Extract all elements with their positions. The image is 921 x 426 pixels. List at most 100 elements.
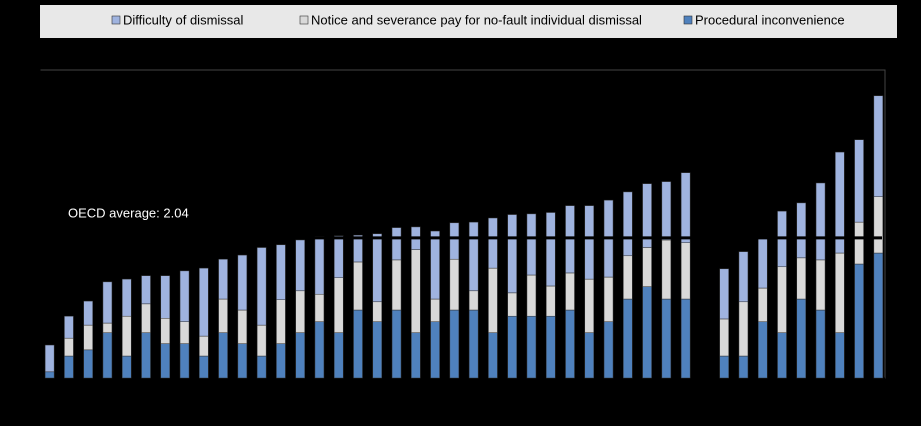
- bar-segment: [468, 309, 479, 379]
- bar-segment: [642, 247, 652, 287]
- bar-segment: [199, 335, 209, 357]
- bar-segment: [488, 267, 498, 333]
- bar-segment: [449, 258, 460, 311]
- bar-segment: [545, 212, 556, 287]
- bar-segment: [738, 301, 749, 357]
- bar-segment: [237, 254, 248, 311]
- bar-segment: [64, 337, 74, 357]
- bar-segment: [565, 309, 575, 379]
- bar-segment: [83, 324, 93, 351]
- bar-segment: [719, 355, 729, 379]
- bar-segment: [199, 267, 209, 337]
- bar-segment: [815, 309, 826, 379]
- bar-segment: [372, 321, 383, 379]
- legend-label: Difficulty of dismissal: [123, 12, 244, 27]
- bar-segment: [160, 275, 171, 319]
- bar-segment: [237, 343, 248, 379]
- bar-segment: [526, 315, 537, 379]
- bar-segment: [623, 191, 633, 257]
- bar-segment: [623, 298, 633, 379]
- bar-segment: [642, 286, 652, 379]
- bar-segment: [237, 309, 248, 344]
- bar-segment: [719, 268, 729, 320]
- bar-segment: [661, 239, 672, 300]
- bar-segment: [777, 266, 787, 333]
- bar-segment: [276, 299, 286, 344]
- bar-segment: [468, 290, 479, 311]
- bar-segment: [333, 332, 344, 379]
- bar-segment: [83, 349, 93, 379]
- bar-segment: [179, 270, 190, 322]
- bar-segment: [218, 258, 228, 300]
- bar-segment: [545, 315, 556, 379]
- bar-segment: [295, 239, 305, 292]
- bar-segment: [353, 309, 363, 379]
- legend-swatch: [299, 15, 309, 25]
- bar-segment: [102, 281, 113, 324]
- bar-segment: [815, 259, 826, 311]
- bar-segment: [757, 287, 768, 322]
- bar-segment: [141, 303, 151, 333]
- bar-segment: [680, 242, 691, 300]
- bar-segment: [468, 221, 479, 292]
- bar-segment: [796, 298, 807, 379]
- bar-segment: [102, 332, 113, 379]
- bar-segment: [121, 355, 132, 379]
- bar-segment: [796, 257, 807, 300]
- bar-segment: [391, 227, 402, 261]
- bar-segment: [411, 332, 421, 379]
- bar-segment: [256, 355, 267, 379]
- bar-segment: [526, 274, 537, 317]
- legend-label: Procedural inconvenience: [695, 12, 845, 27]
- bar-segment: [353, 261, 363, 311]
- bar-segment: [680, 298, 691, 379]
- bar-segment: [449, 309, 460, 379]
- bar-segment: [372, 233, 383, 303]
- bar-segment: [873, 196, 884, 254]
- bar-segment: [314, 236, 325, 295]
- bar-segment: [276, 244, 286, 300]
- bar-segment: [44, 371, 55, 379]
- bar-segment: [835, 151, 845, 254]
- bar-segment: [507, 214, 517, 294]
- bar-segment: [738, 251, 749, 303]
- bar-segment: [391, 259, 402, 311]
- bar-segment: [642, 183, 652, 248]
- bar-segment: [854, 139, 864, 223]
- bar-segment: [835, 332, 845, 379]
- bar-segment: [565, 272, 575, 311]
- bar-segment: [584, 332, 595, 379]
- bar-segment: [295, 290, 305, 333]
- bar-segment: [757, 321, 768, 379]
- bar-segment: [333, 277, 344, 333]
- bar-segment: [796, 202, 807, 259]
- legend-box: [40, 5, 897, 38]
- average-label: OECD average: 2.04: [68, 205, 189, 220]
- bar-segment: [199, 355, 209, 379]
- bar-segment: [873, 95, 884, 197]
- bar-segment: [603, 321, 614, 379]
- bar-segment: [661, 298, 672, 379]
- bar-segment: [873, 252, 884, 379]
- bar-segment: [160, 318, 171, 344]
- bar-segment: [160, 343, 171, 379]
- bar-segment: [102, 322, 113, 333]
- bar-segment: [391, 309, 402, 379]
- bar-segment: [488, 332, 498, 379]
- bar-segment: [623, 255, 633, 300]
- bar-segment: [777, 332, 787, 379]
- legend-swatch: [111, 15, 121, 25]
- bar-segment: [276, 343, 286, 379]
- legend-label: Notice and severance pay for no-fault in…: [311, 12, 642, 27]
- bar-segment: [295, 332, 305, 379]
- bar-segment: [64, 355, 74, 379]
- bar-segment: [526, 213, 537, 276]
- bar-segment: [218, 332, 228, 379]
- bar-segment: [353, 234, 363, 263]
- bar-segment: [372, 301, 383, 322]
- bar-segment: [507, 292, 517, 317]
- bar-segment: [757, 238, 768, 289]
- bar-segment: [430, 230, 440, 300]
- legend-swatch: [683, 15, 693, 25]
- bar-segment: [545, 285, 556, 317]
